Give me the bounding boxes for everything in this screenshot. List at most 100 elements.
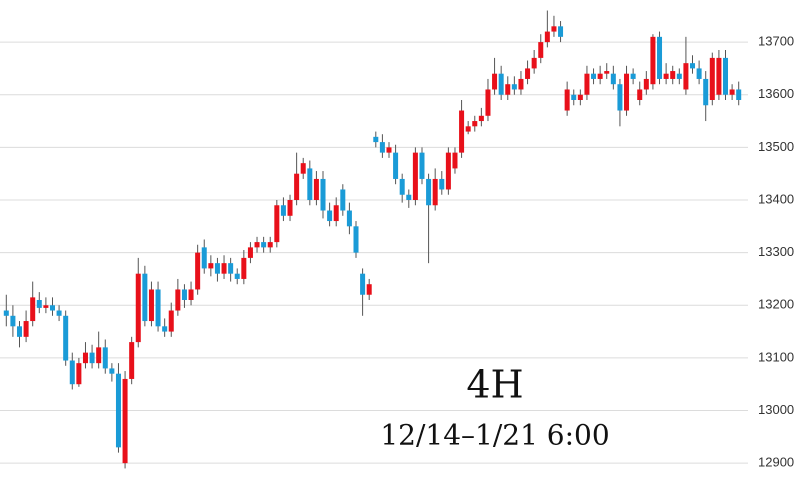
candle-body — [399, 178, 405, 195]
candle-body — [30, 297, 36, 322]
candle-body — [459, 110, 465, 153]
candle-body — [703, 78, 709, 106]
candle-body — [142, 273, 148, 322]
candle-body — [23, 321, 29, 337]
candle-body — [333, 205, 339, 222]
candle-body — [76, 363, 82, 385]
candle-body — [426, 178, 432, 206]
candle-body — [663, 73, 669, 79]
candle-body — [531, 57, 537, 69]
candle-body — [148, 289, 154, 322]
candle-body — [188, 289, 194, 300]
candle-body — [320, 178, 326, 211]
candle-body — [162, 326, 168, 332]
candle-body — [637, 89, 643, 100]
candle-body — [551, 26, 557, 32]
candle-body — [643, 78, 649, 90]
y-tick-label: 13000 — [758, 402, 794, 417]
candle-body — [650, 36, 656, 85]
candle-body — [472, 121, 478, 127]
candle-body — [690, 63, 696, 69]
candle-body — [657, 36, 663, 79]
candle-body — [168, 310, 174, 332]
chart-title: 4H — [466, 363, 523, 407]
candle-body — [571, 94, 577, 100]
candle-body — [63, 315, 69, 361]
candle-body — [419, 152, 425, 179]
candle-body — [195, 252, 201, 290]
candle-body — [525, 68, 531, 79]
candle-body — [96, 347, 102, 364]
candle-body — [452, 152, 458, 169]
candle-body — [300, 163, 306, 174]
candle-body — [432, 178, 438, 206]
candle-body — [485, 89, 491, 116]
candle-body — [373, 136, 379, 143]
y-tick-label: 13300 — [758, 244, 794, 259]
candle-body — [676, 73, 682, 79]
candle-body — [16, 326, 23, 337]
candle-body — [366, 284, 372, 295]
candle-body — [478, 115, 484, 122]
candles — [3, 10, 742, 469]
y-tick-label: 13600 — [758, 86, 794, 101]
candle-body — [538, 42, 544, 58]
candle-body — [591, 73, 597, 79]
candle-body — [3, 310, 9, 316]
candle-body — [353, 226, 359, 253]
candle-body — [340, 189, 346, 211]
candle-body — [544, 31, 550, 43]
candle-body — [109, 368, 115, 374]
candle-body — [617, 84, 623, 111]
candle-body — [267, 242, 273, 248]
candle-body — [683, 63, 689, 90]
candle-body — [208, 263, 214, 269]
candle-body — [49, 305, 55, 311]
grid: 12900 13000 13100 13200 13300 13400 13500 13600… — [0, 34, 794, 470]
candle-body — [294, 173, 300, 200]
candle-body — [313, 178, 319, 200]
candle-body — [670, 71, 676, 79]
candle-body — [287, 200, 293, 216]
candle-body — [221, 263, 227, 274]
candle-body — [175, 289, 181, 311]
candle-body — [115, 373, 121, 448]
candle-body — [558, 26, 564, 37]
y-tick-label: 12900 — [758, 455, 794, 470]
y-tick-label: 13100 — [758, 349, 794, 364]
candle-body — [610, 73, 616, 85]
candle-body — [564, 89, 570, 111]
candle-body — [393, 152, 399, 179]
candle-body — [386, 147, 392, 153]
candle-body — [135, 273, 141, 343]
candle-body — [346, 210, 352, 227]
candle-body — [379, 142, 385, 153]
candle-body — [36, 300, 42, 308]
candle-body — [261, 242, 267, 248]
candle-body — [82, 352, 88, 364]
candle-body — [228, 263, 234, 274]
candle-body — [597, 73, 603, 79]
candle-body — [234, 273, 240, 279]
candle-body — [274, 205, 280, 243]
candle-body — [624, 73, 630, 111]
candle-body — [89, 352, 95, 364]
candle-body — [406, 194, 412, 200]
candle-body — [254, 242, 260, 248]
candle-body — [412, 152, 418, 200]
candle-body — [43, 305, 49, 308]
candle-body — [505, 84, 511, 95]
candle-body — [498, 73, 504, 95]
candle-body — [10, 315, 16, 327]
candle-body — [241, 257, 247, 279]
candle-body — [577, 94, 583, 100]
candle-body — [604, 71, 610, 74]
candle-body — [129, 342, 135, 379]
y-tick-label: 13400 — [758, 191, 794, 206]
candle-body — [584, 73, 590, 95]
candle-body — [465, 126, 471, 132]
candle-body — [56, 310, 62, 316]
candle-body — [696, 68, 702, 79]
